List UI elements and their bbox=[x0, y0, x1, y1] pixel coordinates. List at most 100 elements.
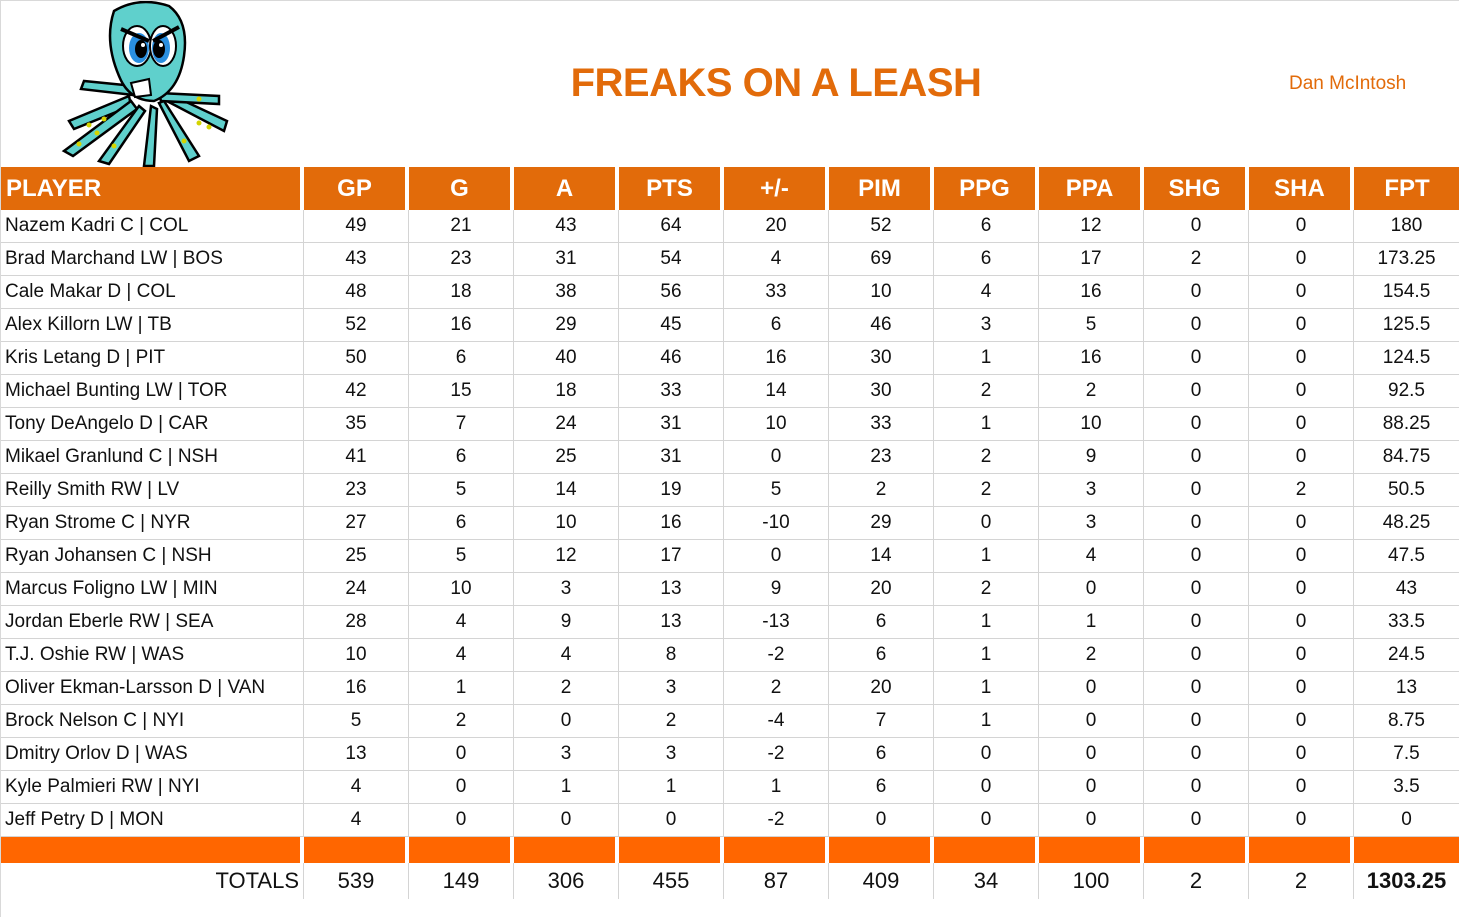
cell-gp: 16 bbox=[304, 672, 409, 705]
cell-shg: 0 bbox=[1144, 573, 1249, 606]
cell-plus-minus: -2 bbox=[724, 639, 829, 672]
cell-fpt: 50.5 bbox=[1354, 474, 1459, 507]
column-header-pim[interactable]: PIM bbox=[829, 167, 934, 210]
cell-ppg: 1 bbox=[934, 342, 1039, 375]
cell-g: 4 bbox=[409, 639, 514, 672]
total-sha: 2 bbox=[1249, 863, 1354, 899]
cell-shg: 2 bbox=[1144, 243, 1249, 276]
cell-shg: 0 bbox=[1144, 375, 1249, 408]
cell-player: Kris Letang D | PIT bbox=[1, 342, 304, 375]
cell-fpt: 3.5 bbox=[1354, 771, 1459, 804]
cell-pim: 30 bbox=[829, 342, 934, 375]
cell-shg: 0 bbox=[1144, 672, 1249, 705]
cell-player: Ryan Strome C | NYR bbox=[1, 507, 304, 540]
cell-pim: 46 bbox=[829, 309, 934, 342]
column-header-a[interactable]: A bbox=[514, 167, 619, 210]
column-header-ppg[interactable]: PPG bbox=[934, 167, 1039, 210]
cell-plus-minus: 2 bbox=[724, 672, 829, 705]
cell-pim: 6 bbox=[829, 738, 934, 771]
column-header-pts[interactable]: PTS bbox=[619, 167, 724, 210]
cell-g: 21 bbox=[409, 210, 514, 243]
cell-sha: 0 bbox=[1249, 210, 1354, 243]
cell-sha: 0 bbox=[1249, 309, 1354, 342]
column-header-sha[interactable]: SHA bbox=[1249, 167, 1354, 210]
cell-sha: 0 bbox=[1249, 540, 1354, 573]
cell-pim: 69 bbox=[829, 243, 934, 276]
cell-shg: 0 bbox=[1144, 738, 1249, 771]
cell-ppa: 4 bbox=[1039, 540, 1144, 573]
table-row: Nazem Kadri C | COL 49 21 43 64 20 52 6 12 0 0 180 bbox=[1, 210, 1459, 243]
cell-g: 16 bbox=[409, 309, 514, 342]
total-pim: 409 bbox=[829, 863, 934, 899]
cell-gp: 52 bbox=[304, 309, 409, 342]
cell-plus-minus: -2 bbox=[724, 804, 829, 837]
table-row: Oliver Ekman-Larsson D | VAN 16 1 2 3 2 20 1 0 0 0… bbox=[1, 672, 1459, 705]
total-shg: 2 bbox=[1144, 863, 1249, 899]
cell-pim: 6 bbox=[829, 606, 934, 639]
table-row: Marcus Foligno LW | MIN 24 10 3 13 9 20 2 0 0 0 43 bbox=[1, 573, 1459, 606]
cell-fpt: 48.25 bbox=[1354, 507, 1459, 540]
cell-shg: 0 bbox=[1144, 276, 1249, 309]
cell-gp: 35 bbox=[304, 408, 409, 441]
cell-shg: 0 bbox=[1144, 474, 1249, 507]
column-header-g[interactable]: G bbox=[409, 167, 514, 210]
cell-fpt: 84.75 bbox=[1354, 441, 1459, 474]
cell-shg: 0 bbox=[1144, 408, 1249, 441]
cell-pts: 56 bbox=[619, 276, 724, 309]
cell-ppg: 1 bbox=[934, 408, 1039, 441]
cell-ppa: 0 bbox=[1039, 771, 1144, 804]
cell-plus-minus: -4 bbox=[724, 705, 829, 738]
owner-name: Dan McIntosh bbox=[1289, 73, 1407, 94]
cell-shg: 0 bbox=[1144, 507, 1249, 540]
column-header-player[interactable]: PLAYER bbox=[1, 167, 304, 210]
cell-gp: 13 bbox=[304, 738, 409, 771]
column-header-gp[interactable]: GP bbox=[304, 167, 409, 210]
page-header: FREAKS ON A LEASH Dan McIntosh bbox=[1, 0, 1459, 168]
cell-fpt: 7.5 bbox=[1354, 738, 1459, 771]
cell-fpt: 125.5 bbox=[1354, 309, 1459, 342]
cell-sha: 0 bbox=[1249, 606, 1354, 639]
cell-a: 12 bbox=[514, 540, 619, 573]
table-row: Ryan Strome C | NYR 27 6 10 16 -10 29 0 3 0 0 48.25 bbox=[1, 507, 1459, 540]
cell-shg: 0 bbox=[1144, 705, 1249, 738]
cell-ppa: 3 bbox=[1039, 474, 1144, 507]
column-header-fpt[interactable]: FPT bbox=[1354, 167, 1459, 210]
cell-plus-minus: 0 bbox=[724, 441, 829, 474]
cell-player: Brock Nelson C | NYI bbox=[1, 705, 304, 738]
cell-gp: 49 bbox=[304, 210, 409, 243]
cell-a: 25 bbox=[514, 441, 619, 474]
cell-gp: 48 bbox=[304, 276, 409, 309]
cell-sha: 0 bbox=[1249, 243, 1354, 276]
cell-pts: 19 bbox=[619, 474, 724, 507]
cell-shg: 0 bbox=[1144, 441, 1249, 474]
cell-player: Reilly Smith RW | LV bbox=[1, 474, 304, 507]
cell-player: Cale Makar D | COL bbox=[1, 276, 304, 309]
cell-pts: 3 bbox=[619, 672, 724, 705]
cell-pts: 2 bbox=[619, 705, 724, 738]
cell-gp: 24 bbox=[304, 573, 409, 606]
total-ppa: 100 bbox=[1039, 863, 1144, 899]
cell-pts: 46 bbox=[619, 342, 724, 375]
cell-sha: 0 bbox=[1249, 804, 1354, 837]
table-row: Reilly Smith RW | LV 23 5 14 19 5 2 2 3 0 2 50.5 bbox=[1, 474, 1459, 507]
cell-sha: 0 bbox=[1249, 738, 1354, 771]
column-header-plus-minus[interactable]: +/- bbox=[724, 167, 829, 210]
cell-a: 43 bbox=[514, 210, 619, 243]
cell-g: 7 bbox=[409, 408, 514, 441]
table-row: Brad Marchand LW | BOS 43 23 31 54 4 69 6 17 2 0 17… bbox=[1, 243, 1459, 276]
cell-fpt: 124.5 bbox=[1354, 342, 1459, 375]
cell-plus-minus: 10 bbox=[724, 408, 829, 441]
cell-ppa: 5 bbox=[1039, 309, 1144, 342]
column-header-ppa[interactable]: PPA bbox=[1039, 167, 1144, 210]
cell-player: Alex Killorn LW | TB bbox=[1, 309, 304, 342]
cell-plus-minus: -13 bbox=[724, 606, 829, 639]
cell-ppa: 0 bbox=[1039, 573, 1144, 606]
cell-player: Jordan Eberle RW | SEA bbox=[1, 606, 304, 639]
player-rows: Nazem Kadri C | COL 49 21 43 64 20 52 6 12 0 0 180 B… bbox=[1, 210, 1459, 837]
separator-row bbox=[1, 837, 1459, 863]
column-header-shg[interactable]: SHG bbox=[1144, 167, 1249, 210]
octopus-logo-icon bbox=[59, 0, 229, 168]
cell-gp: 10 bbox=[304, 639, 409, 672]
cell-sha: 0 bbox=[1249, 408, 1354, 441]
cell-pim: 6 bbox=[829, 771, 934, 804]
